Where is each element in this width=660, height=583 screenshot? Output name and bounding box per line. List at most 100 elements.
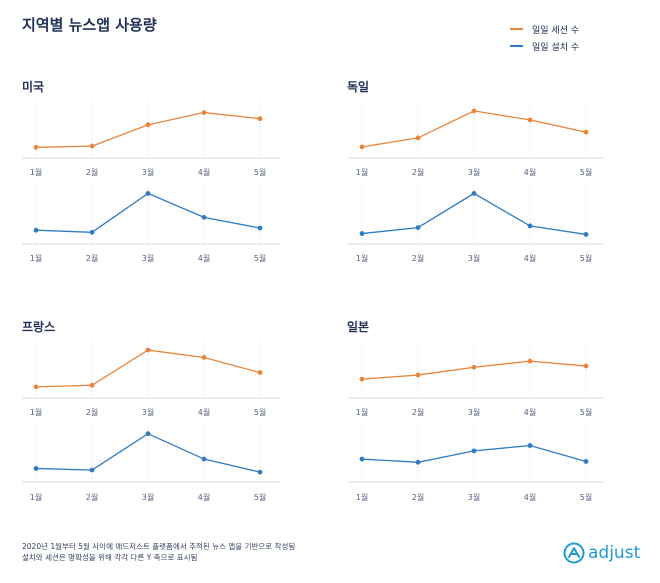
tick-label-독일-sessions-2: 3월: [468, 167, 480, 177]
data-point-독일-installs-1: [415, 225, 421, 231]
tick-label-프랑스-installs-2: 3월: [142, 492, 154, 502]
region-title-us: 미국: [22, 80, 45, 94]
data-point-일본-installs-2: [471, 448, 477, 454]
data-point-독일-sessions-1: [415, 135, 421, 141]
footnote-line-1: 2020년 1월부터 5월 사이에 애드저스트 플랫폼에서 추적된 뉴스 앱을 …: [22, 542, 296, 551]
legend: 일일 세션 수 일일 설치 수: [510, 22, 579, 56]
data-point-미국-installs-4: [257, 225, 263, 231]
tick-label-미국-installs-4: 5월: [254, 253, 266, 263]
data-point-독일-installs-4: [583, 232, 589, 237]
data-point-일본-installs-3: [527, 443, 533, 448]
data-point-프랑스-sessions-3: [201, 355, 207, 360]
tick-label-미국-sessions-2: 3월: [142, 167, 154, 177]
data-point-프랑스-sessions-0: [33, 384, 39, 390]
data-point-독일-sessions-0: [359, 144, 365, 150]
series-line-독일-installs: [361, 192, 587, 236]
data-point-일본-installs-1: [415, 459, 421, 465]
tick-label-독일-sessions-4: 5월: [580, 167, 592, 177]
data-point-미국-sessions-2: [145, 122, 151, 128]
tick-label-일본-installs-2: 3월: [468, 492, 480, 502]
tick-label-프랑스-sessions-1: 2월: [86, 407, 98, 417]
data-point-일본-sessions-2: [471, 364, 477, 370]
legend-label-sessions: 일일 세션 수: [532, 25, 580, 36]
tick-label-미국-installs-3: 4월: [198, 253, 210, 263]
tick-label-독일-installs-2: 3월: [468, 253, 480, 263]
data-point-프랑스-sessions-2: [145, 347, 151, 353]
data-point-프랑스-installs-4: [257, 469, 263, 475]
tick-label-미국-installs-0: 1월: [30, 253, 42, 263]
data-point-일본-sessions-1: [415, 372, 421, 378]
data-point-미국-installs-1: [89, 229, 95, 235]
data-point-미국-sessions-0: [33, 144, 39, 150]
region-title-france: 프랑스: [22, 320, 56, 334]
tick-label-독일-installs-4: 5월: [580, 253, 592, 263]
tick-label-일본-installs-3: 4월: [524, 492, 536, 502]
legend-item-sessions: 일일 세션 수: [510, 22, 579, 36]
tick-label-일본-sessions-3: 4월: [524, 407, 536, 417]
data-point-프랑스-sessions-4: [257, 370, 263, 375]
data-point-일본-installs-4: [583, 459, 589, 464]
data-point-프랑스-installs-1: [89, 467, 95, 473]
data-point-미국-installs-0: [33, 227, 39, 233]
logo-text: adjust: [588, 543, 641, 563]
data-point-프랑스-installs-0: [33, 466, 39, 471]
tick-label-프랑스-sessions-2: 3월: [142, 407, 154, 417]
footnote-line-2: 설치와 세션은 명확성을 위해 각각 다른 Y 축으로 표시됨: [22, 553, 198, 562]
data-point-미국-installs-3: [201, 214, 207, 220]
legend-label-installs: 일일 설치 수: [532, 42, 580, 53]
data-point-독일-sessions-3: [527, 117, 533, 123]
tick-label-미국-sessions-4: 5월: [254, 167, 266, 177]
tick-label-일본-installs-0: 1월: [356, 492, 368, 502]
tick-label-일본-sessions-2: 3월: [468, 407, 480, 417]
data-point-프랑스-installs-3: [201, 456, 207, 462]
data-point-독일-sessions-2: [471, 108, 477, 114]
data-point-미국-installs-2: [145, 191, 151, 196]
data-point-일본-sessions-4: [583, 363, 589, 369]
legend-swatch-installs: [510, 45, 523, 47]
tick-label-미국-sessions-3: 4월: [198, 167, 210, 177]
series-line-일본-installs: [361, 444, 587, 463]
tick-label-프랑스-installs-1: 2월: [86, 492, 98, 502]
tick-label-일본-installs-1: 2월: [412, 492, 424, 502]
tick-label-미국-installs-1: 2월: [86, 253, 98, 263]
tick-label-일본-sessions-0: 1월: [356, 407, 368, 417]
series-line-독일-sessions: [361, 110, 587, 148]
tick-label-프랑스-sessions-4: 5월: [254, 407, 266, 417]
tick-label-독일-installs-0: 1월: [356, 253, 368, 263]
footnote: 2020년 1월부터 5월 사이에 애드저스트 플랫폼에서 추적된 뉴스 앱을 …: [22, 541, 295, 563]
tick-label-프랑스-sessions-3: 4월: [198, 407, 210, 417]
tick-label-프랑스-installs-4: 5월: [254, 492, 266, 502]
data-point-프랑스-sessions-1: [89, 382, 95, 388]
region-title-japan: 일본: [347, 320, 370, 334]
tick-label-미국-installs-2: 3월: [142, 253, 154, 263]
tick-label-미국-sessions-1: 2월: [86, 167, 98, 177]
tick-label-독일-sessions-1: 2월: [412, 167, 424, 177]
tick-label-프랑스-sessions-0: 1월: [30, 407, 42, 417]
legend-item-installs: 일일 설치 수: [510, 39, 579, 53]
adjust-logo: adjust: [563, 542, 640, 564]
region-title-germany: 독일: [347, 80, 370, 94]
tick-label-일본-sessions-4: 5월: [580, 407, 592, 417]
data-point-일본-sessions-3: [527, 358, 533, 364]
tick-label-독일-sessions-3: 4월: [524, 167, 536, 177]
data-point-독일-installs-0: [359, 231, 365, 236]
tick-label-프랑스-installs-0: 1월: [30, 492, 42, 502]
data-point-독일-installs-3: [527, 223, 533, 229]
data-point-미국-sessions-4: [257, 116, 263, 122]
page-title: 지역별 뉴스앱 사용량: [22, 16, 157, 34]
data-point-프랑스-installs-2: [145, 431, 151, 437]
tick-label-독일-sessions-0: 1월: [356, 167, 368, 177]
tick-label-독일-installs-1: 2월: [412, 253, 424, 263]
series-line-프랑스-sessions: [35, 349, 261, 388]
data-point-일본-sessions-0: [359, 376, 365, 382]
tick-label-미국-sessions-0: 1월: [30, 167, 42, 177]
legend-swatch-sessions: [510, 28, 523, 30]
adjust-logo-icon: [563, 542, 585, 564]
tick-label-일본-installs-4: 5월: [580, 492, 592, 502]
data-point-일본-installs-0: [359, 456, 365, 462]
data-point-독일-installs-2: [471, 191, 477, 196]
data-point-독일-sessions-4: [583, 129, 589, 135]
tick-label-독일-installs-3: 4월: [524, 253, 536, 263]
